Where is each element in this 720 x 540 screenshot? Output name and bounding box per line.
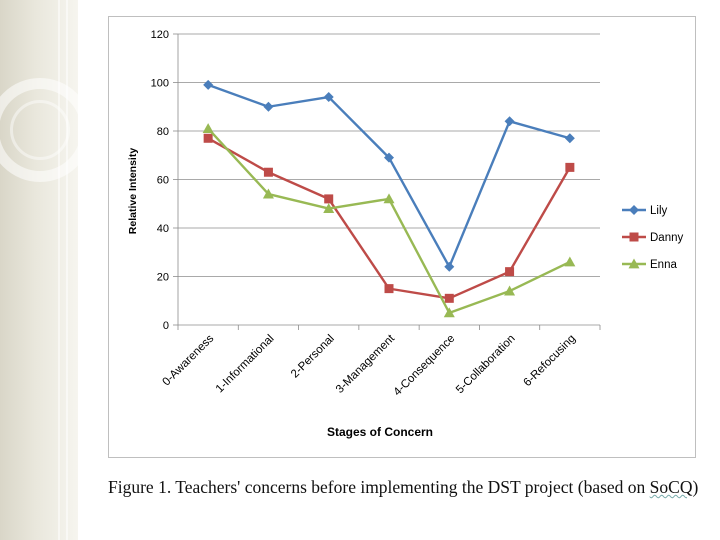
data-point-square: [324, 194, 334, 204]
data-point-diamond: [263, 101, 274, 112]
data-point-triangle: [202, 123, 214, 133]
figure-caption: Figure 1. Teachers' concerns before impl…: [108, 477, 708, 498]
data-point-diamond: [504, 116, 515, 127]
legend-label-lily: Lily: [650, 205, 668, 217]
y-tick-label: 60: [157, 175, 169, 187]
line-chart: 0 20 40 60 80 100 120 0-Awareness1-Information…: [127, 29, 683, 439]
axes: [173, 33, 601, 330]
x-tick-label: 6-Refocusing: [522, 333, 578, 389]
y-tick-label: 100: [151, 78, 169, 90]
x-tick-label: 5-Collaboration: [454, 333, 518, 397]
data-point-triangle: [628, 258, 640, 269]
data-point-square: [565, 162, 575, 172]
x-tick-label: 4-Consequence: [392, 333, 458, 399]
y-tick-label: 0: [163, 320, 169, 332]
data-point-diamond: [444, 261, 455, 272]
data-point-square: [203, 133, 213, 143]
data-point-triangle: [504, 285, 516, 296]
y-tick-labels: 0 20 40 60 80 100 120: [151, 29, 169, 332]
data-point-square: [629, 232, 639, 242]
data-point-diamond: [323, 92, 334, 103]
caption-text: Figure 1. Teachers' concerns before impl…: [108, 477, 650, 497]
data-point-square: [384, 284, 394, 294]
data-point-diamond: [384, 152, 394, 163]
legend: Lily Danny Enna: [622, 205, 683, 271]
caption-socq: SoCQ: [649, 477, 693, 497]
data-point-diamond: [564, 133, 575, 144]
caption-end: ): [692, 477, 699, 497]
legend-label-enna: Enna: [650, 259, 677, 271]
data-point-triangle: [383, 193, 395, 204]
y-axis-label: Relative Intensity: [127, 148, 139, 235]
series-line-lily: [207, 83, 571, 269]
decorative-side-band: [0, 0, 78, 540]
decorative-inner-ring-icon: [10, 100, 70, 160]
data-point-square: [444, 293, 454, 303]
data-point-triangle: [323, 203, 335, 213]
y-tick-label: 20: [157, 272, 169, 284]
decorative-ring-icon: [0, 78, 78, 182]
y-tick-label: 80: [157, 126, 169, 138]
series-lines: [202, 79, 576, 318]
x-tick-label: 3-Management: [334, 332, 398, 396]
x-tick-label: 2-Personal: [289, 333, 337, 381]
chart-frame: [108, 16, 696, 458]
x-tick-label: 0-Awareness: [160, 332, 216, 388]
data-point-triangle: [564, 256, 576, 267]
x-axis-label: Stages of Concern: [327, 425, 433, 439]
gridlines: [178, 33, 600, 277]
data-point-diamond: [203, 79, 214, 90]
data-point-triangle: [262, 188, 274, 199]
data-point-diamond: [629, 205, 639, 215]
x-tick-label: 1-Informational: [214, 333, 277, 396]
data-point-square: [263, 167, 273, 177]
data-point-square: [505, 267, 515, 277]
y-tick-label: 120: [151, 29, 169, 41]
legend-label-danny: Danny: [650, 232, 683, 244]
y-tick-label: 40: [157, 223, 169, 235]
data-point-triangle: [443, 307, 455, 318]
